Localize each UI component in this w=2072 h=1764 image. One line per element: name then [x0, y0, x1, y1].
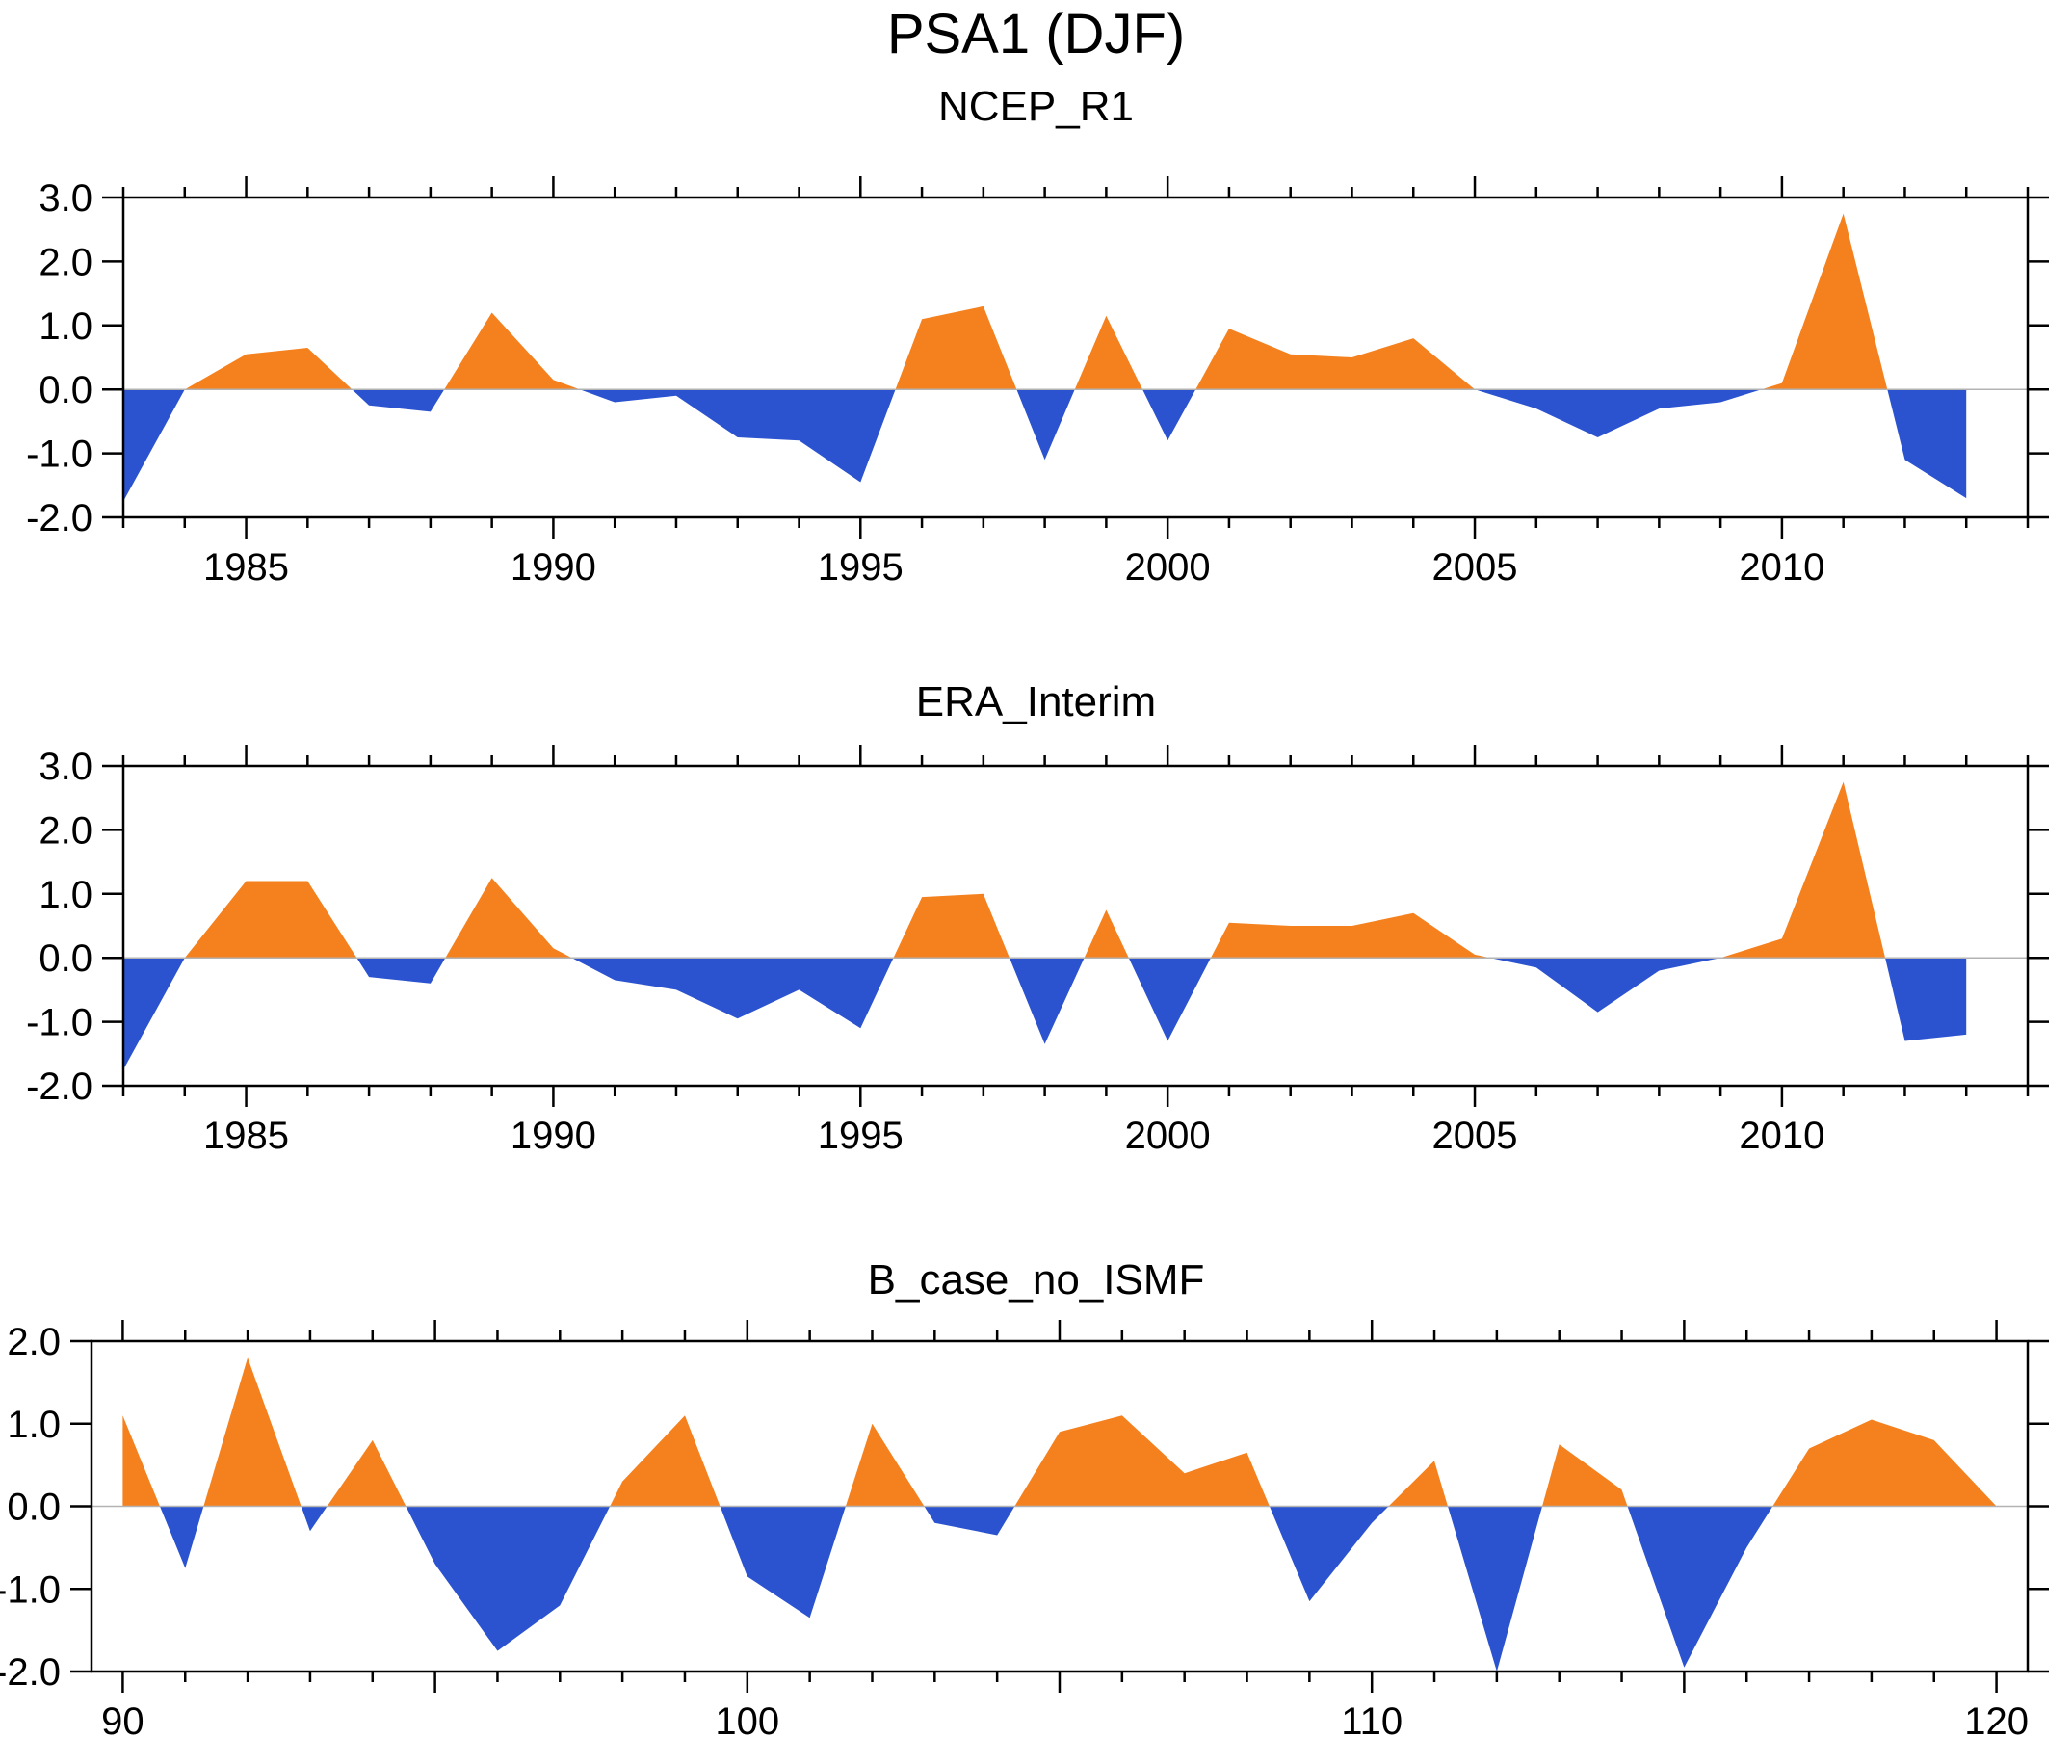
y-axis-labels: 3.0 2.0 1.0 0.0 -1.0 -2.0	[26, 746, 92, 1108]
x-tick-label: 90	[101, 1700, 144, 1743]
axis-ticks	[70, 1320, 2049, 1693]
x-tick-label: 2010	[1739, 1115, 1824, 1157]
area-positive	[122, 1357, 1997, 1507]
x-tick-label: 2005	[1432, 1115, 1518, 1157]
y-tick-label: 3.0	[39, 177, 92, 220]
y-tick-label: -1.0	[26, 1002, 92, 1044]
chart-panel-ERA_Interim: 1985 1990 1995 2000 2005 2010 3.0 2.0 1.0 0.0 -1.0…	[26, 745, 2049, 1157]
y-tick-label: 2.0	[7, 1321, 61, 1363]
page-title: PSA1 (DJF)	[886, 3, 1186, 66]
y-tick-label: 2.0	[39, 241, 92, 283]
x-axis-labels: 1985 1990 1995 2000 2005 2010	[203, 546, 1824, 589]
y-tick-label: -2.0	[0, 1651, 61, 1694]
x-tick-label: 2000	[1125, 546, 1211, 589]
y-tick-label: 1.0	[39, 874, 92, 916]
x-tick-label: 1990	[511, 1115, 596, 1157]
y-axis-labels: 3.0 2.0 1.0 0.0 -1.0 -2.0	[26, 177, 92, 540]
y-tick-label: 0.0	[39, 937, 92, 980]
x-tick-label: 120	[1964, 1700, 2029, 1743]
x-tick-label: 1985	[203, 1115, 289, 1157]
x-tick-label: 110	[1341, 1700, 1403, 1743]
y-tick-label: 0.0	[7, 1487, 61, 1529]
y-tick-label: -1.0	[26, 434, 92, 476]
y-axis-labels: 2.0 1.0 0.0 -1.0 -2.0	[0, 1321, 61, 1694]
panel-title-b-case-no-ismf: B_case_no_ISMF	[867, 1256, 1205, 1303]
area-negative	[123, 958, 1967, 1070]
x-tick-label: 1985	[203, 546, 289, 589]
x-axis-labels: 90 100 110 120	[101, 1700, 2029, 1743]
y-tick-label: -2.0	[26, 497, 92, 540]
y-tick-label: 1.0	[7, 1404, 61, 1446]
y-tick-label: 1.0	[39, 305, 92, 348]
x-tick-label: 1995	[818, 546, 904, 589]
axis-ticks	[102, 176, 2049, 539]
chart-panel-NCEP_R1: 1985 1990 1995 2000 2005 2010 3.0 2.0 1.0 0.0 -1.0…	[26, 176, 2049, 589]
x-tick-label: 1990	[511, 546, 596, 589]
x-tick-label: 2000	[1125, 1115, 1211, 1157]
x-tick-label: 2010	[1739, 546, 1824, 589]
area-negative	[123, 389, 1967, 502]
y-tick-label: 3.0	[39, 746, 92, 788]
panel-title-era-interim: ERA_Interim	[915, 678, 1157, 725]
plot-frame	[121, 764, 2030, 1088]
x-tick-label: 100	[715, 1700, 779, 1743]
y-tick-label: -1.0	[0, 1568, 61, 1611]
panel-title-ncep-r1: NCEP_R1	[938, 83, 1134, 130]
area-negative	[122, 1506, 1997, 1672]
axis-ticks	[102, 745, 2049, 1107]
x-tick-label: 1995	[818, 1115, 904, 1157]
x-axis-labels: 1985 1990 1995 2000 2005 2010	[203, 1115, 1824, 1157]
chart-panel-B_case_no_ISMF: 90 100 110 120 2.0 1.0 0.0 -1.0 -2.0	[0, 1320, 2049, 1743]
y-tick-label: 0.0	[39, 369, 92, 411]
plot-frame	[121, 196, 2030, 519]
y-tick-label: 2.0	[39, 809, 92, 852]
x-tick-label: 2005	[1432, 546, 1518, 589]
y-tick-label: -2.0	[26, 1066, 92, 1108]
